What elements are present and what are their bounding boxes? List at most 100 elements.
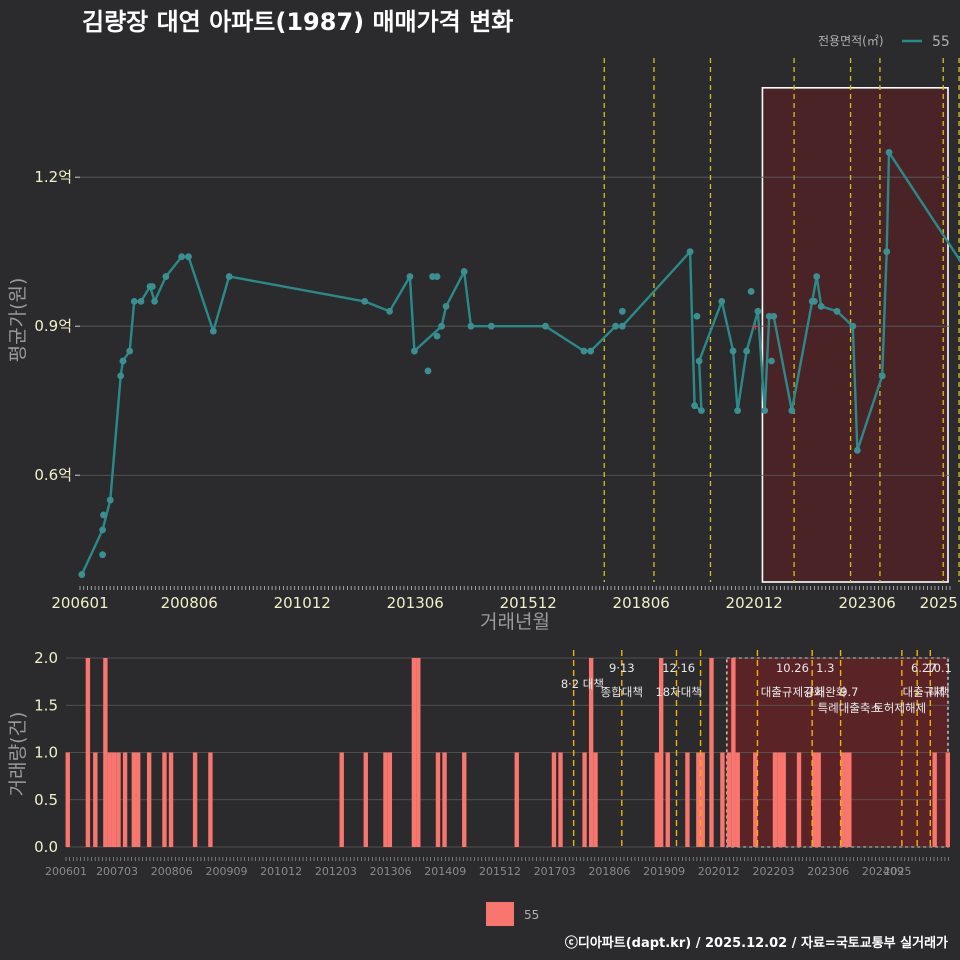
- volume-bar: [726, 752, 732, 847]
- volume-bar: [753, 752, 758, 847]
- data-point: [178, 253, 186, 261]
- volume-bar: [131, 752, 137, 847]
- data-point: [78, 571, 86, 578]
- policy-annotation: 9·13: [609, 661, 635, 675]
- data-point: [813, 273, 821, 280]
- volume-bar: [107, 752, 112, 847]
- data-point: [686, 248, 694, 256]
- volume-bar: [363, 752, 368, 847]
- data-point: [411, 347, 418, 355]
- volume-bar: [582, 752, 587, 847]
- data-point: [442, 302, 450, 310]
- data-point: [833, 307, 841, 315]
- data-point: [695, 357, 703, 365]
- y-axis-label: 평균가(원): [7, 278, 29, 363]
- data-point: [126, 347, 134, 355]
- legend-title: 전용면적(㎡): [818, 34, 884, 48]
- data-point: [424, 367, 432, 375]
- data-point: [691, 402, 699, 410]
- data-point: [117, 372, 125, 380]
- bottom-y-tick-label: 1.5: [34, 696, 58, 714]
- chart-title: 김량장 대연 아파트(1987) 매매가격 변화: [82, 8, 513, 36]
- volume-bar: [772, 752, 778, 847]
- x-tick-label: 200601: [51, 594, 108, 612]
- data-point: [99, 551, 106, 559]
- data-point: [106, 496, 114, 504]
- volume-bar: [122, 752, 128, 847]
- y-tick-label: 0.9억: [34, 317, 72, 335]
- data-point: [770, 312, 778, 320]
- data-point: [438, 322, 445, 330]
- data-point: [743, 347, 751, 355]
- data-point: [433, 273, 441, 280]
- volume-bar: [116, 752, 121, 847]
- volume-bar: [796, 752, 802, 847]
- data-point: [768, 357, 775, 365]
- bottom-x-tick-label: 201806: [588, 865, 630, 878]
- data-point: [406, 273, 414, 280]
- legend-bar-swatch: [486, 902, 514, 926]
- data-point: [137, 297, 145, 305]
- volume-bar: [945, 752, 950, 847]
- top-legend: 전용면적(㎡) 55: [818, 34, 950, 50]
- volume-bar: [136, 752, 141, 847]
- data-point: [148, 283, 156, 290]
- data-point: [580, 347, 588, 355]
- policy-annotation: 10.26: [776, 661, 809, 675]
- bottom-y-axis-label: 거래량(건): [7, 712, 29, 797]
- volume-bar: [208, 752, 213, 847]
- policy-annotation: 대책: [928, 685, 949, 699]
- data-point: [612, 322, 619, 330]
- volume-bar: [416, 658, 421, 847]
- volume-bar: [709, 658, 714, 847]
- volume-bar: [162, 752, 167, 847]
- policy-annotation: 대출규제강화: [761, 685, 825, 699]
- volume-bar: [847, 752, 852, 847]
- policy-annotation: 1.3: [816, 661, 834, 675]
- bottom-x-tick-label: 201012: [260, 865, 302, 878]
- policy-annotation: 10.1: [926, 661, 952, 675]
- volume-bar: [588, 658, 594, 847]
- bottom-x-tick-label: 201909: [643, 865, 685, 878]
- volume-bar: [339, 752, 344, 847]
- policy-annotation: 종합대책: [601, 685, 643, 699]
- policy-annotation: 12·16: [662, 661, 695, 675]
- data-point: [747, 288, 755, 295]
- highlight-box: [761, 87, 949, 583]
- data-point: [878, 372, 886, 380]
- volume-bar: [840, 752, 845, 847]
- data-point: [162, 273, 170, 280]
- bottom-x-tick-label: 200909: [205, 865, 247, 878]
- data-point: [788, 407, 796, 415]
- bottom-x-tick-label: 202409: [862, 865, 904, 878]
- price-line-chart: + 0.6억 0.9억 1.2억 200601 200806 201012 201306 20…: [7, 58, 960, 633]
- y-tick-label: 1.2억: [34, 168, 72, 186]
- bottom-legend-item: 55: [524, 908, 539, 922]
- current-marker: +: [751, 320, 760, 333]
- volume-bar: [720, 752, 725, 847]
- volume-bar: [111, 752, 117, 847]
- x-tick-label: 201512: [500, 594, 557, 612]
- volume-bar: [103, 658, 108, 847]
- data-point: [883, 248, 891, 256]
- policy-annotation: 토허제해제: [873, 701, 926, 715]
- volume-bar: [146, 752, 152, 847]
- volume-bar: [387, 752, 393, 847]
- x-tick-label: 2025: [920, 594, 958, 612]
- bottom-x-tick-label: 201203: [315, 865, 357, 878]
- policy-annotation: 특례대출축소: [818, 701, 881, 715]
- volume-bar: [462, 752, 467, 847]
- bottom-x-tick-label: 201703: [534, 865, 576, 878]
- data-point: [361, 297, 369, 305]
- volume-bar: [700, 752, 705, 847]
- data-point: [386, 307, 393, 315]
- data-point: [587, 347, 595, 355]
- policy-annotation: 8·2 대책: [561, 677, 604, 691]
- data-point: [761, 407, 769, 415]
- legend-item: 55: [932, 34, 950, 50]
- x-tick-label: 200806: [161, 594, 218, 612]
- volume-bar: [658, 658, 664, 847]
- bottom-x-tick-label: 201306: [370, 865, 412, 878]
- y-tick-label: 0.6억: [34, 466, 72, 484]
